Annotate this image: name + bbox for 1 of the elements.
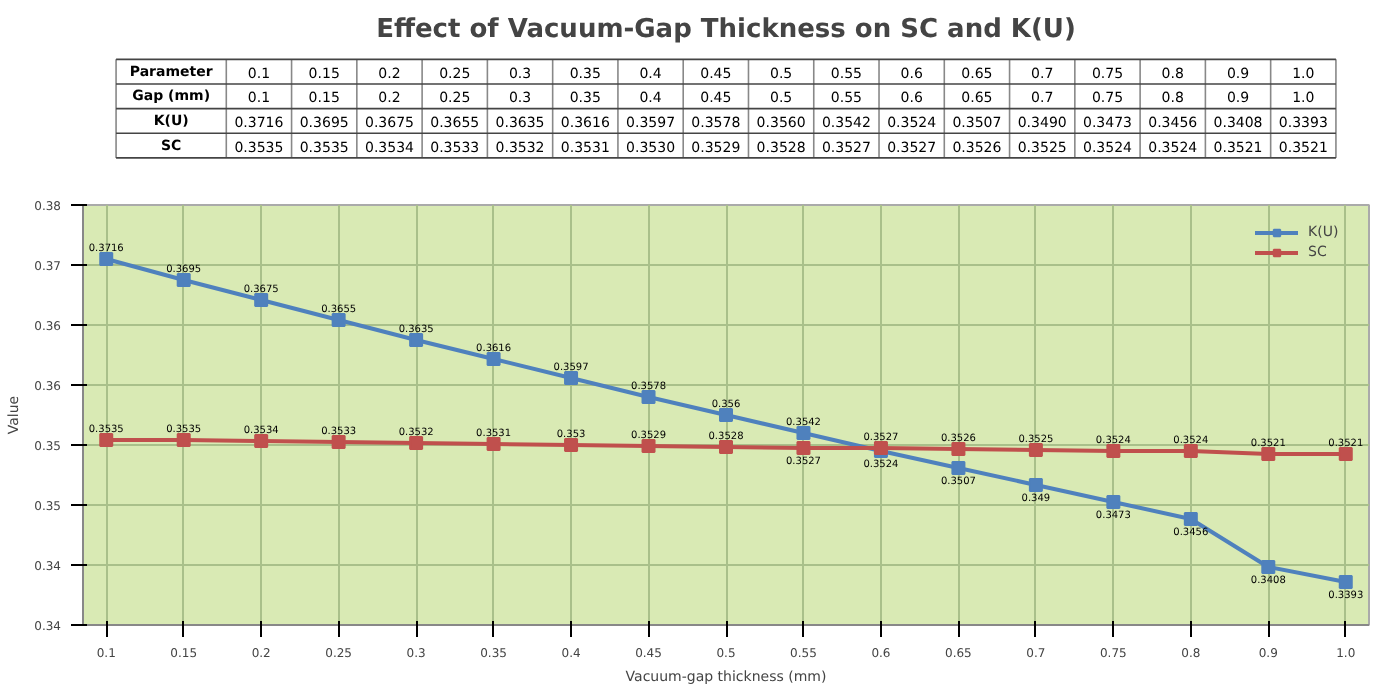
chart-title: Effect of Vacuum-Gap Thickness on SC and K(U)	[376, 15, 1076, 45]
